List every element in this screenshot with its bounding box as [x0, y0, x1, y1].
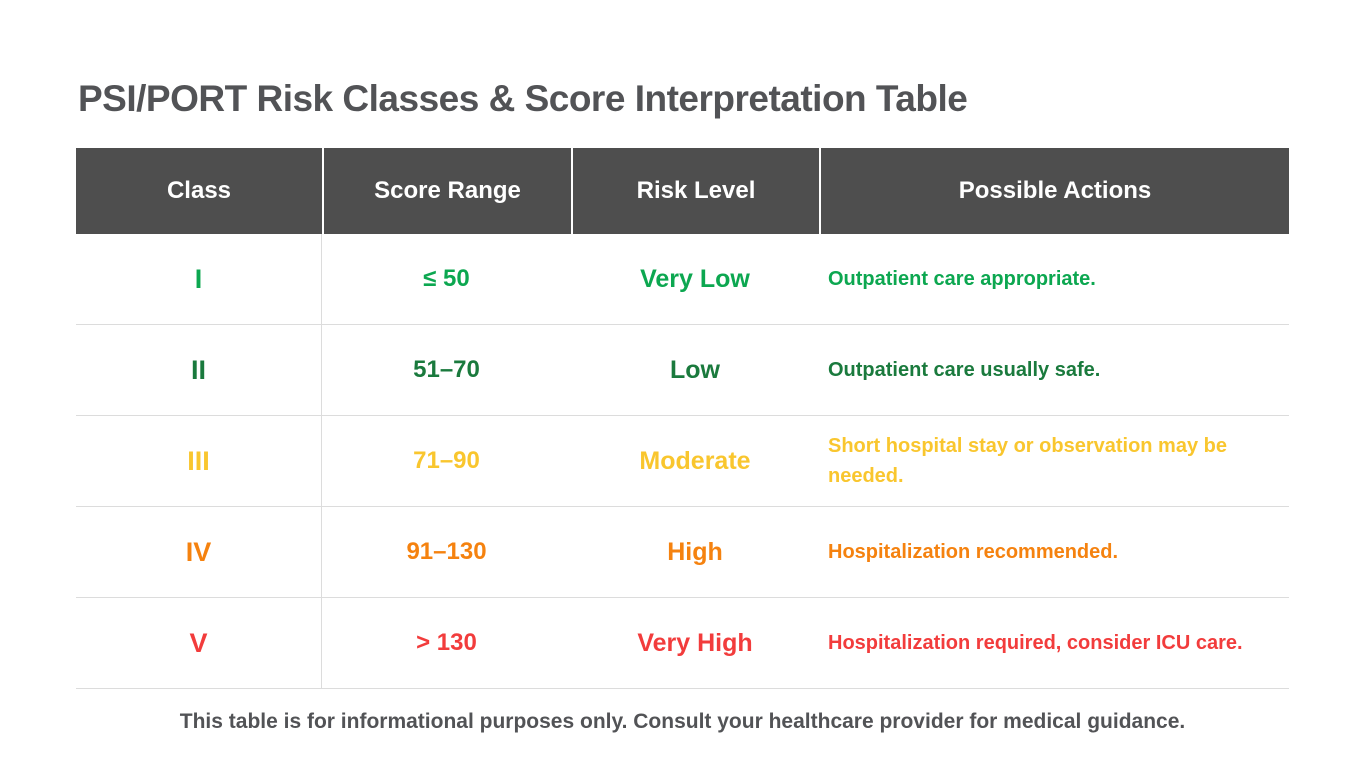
table-header-row: Class Score Range Risk Level Possible Ac… [76, 148, 1289, 234]
table-row: V > 130 Very High Hospitalization requir… [76, 598, 1289, 689]
cell-score-range: > 130 [416, 629, 477, 656]
cell-score-range: 91–130 [406, 538, 487, 565]
table-body: I ≤ 50 Very Low Outpatient care appropri… [76, 234, 1289, 689]
cell-possible-actions: Short hospital stay or observation may b… [828, 435, 1227, 487]
cell-class: IV [76, 507, 322, 597]
cell-possible-actions: Outpatient care usually safe. [828, 359, 1101, 381]
cell-risk-level: High [667, 537, 723, 566]
table-row: IV 91–130 High Hospitalization recommend… [76, 507, 1289, 598]
column-header-score-range: Score Range [322, 148, 571, 234]
disclaimer-text: This table is for informational purposes… [179, 710, 1186, 733]
page-title: PSI/PORT Risk Classes & Score Interpreta… [78, 78, 968, 119]
cell-risk-level: Low [670, 355, 720, 384]
column-header-class: Class [76, 148, 322, 234]
cell-class: V [76, 598, 322, 688]
cell-possible-actions: Outpatient care appropriate. [828, 268, 1096, 290]
table-row: III 71–90 Moderate Short hospital stay o… [76, 416, 1289, 507]
table-row: II 51–70 Low Outpatient care usually saf… [76, 325, 1289, 416]
column-header-risk-level: Risk Level [571, 148, 819, 234]
cell-score-range: 51–70 [413, 356, 480, 383]
cell-risk-level: Very High [637, 628, 753, 657]
risk-table: Class Score Range Risk Level Possible Ac… [76, 148, 1289, 689]
cell-possible-actions: Hospitalization required, consider ICU c… [828, 632, 1243, 654]
cell-risk-level: Moderate [639, 446, 751, 475]
cell-class: III [76, 416, 322, 506]
cell-score-range: ≤ 50 [423, 265, 470, 292]
table-row: I ≤ 50 Very Low Outpatient care appropri… [76, 234, 1289, 325]
column-header-possible-actions: Possible Actions [819, 148, 1289, 234]
cell-possible-actions: Hospitalization recommended. [828, 541, 1119, 563]
cell-risk-level: Very Low [640, 264, 750, 293]
cell-score-range: 71–90 [413, 447, 480, 474]
cell-class: II [76, 325, 322, 415]
cell-class: I [76, 234, 322, 324]
